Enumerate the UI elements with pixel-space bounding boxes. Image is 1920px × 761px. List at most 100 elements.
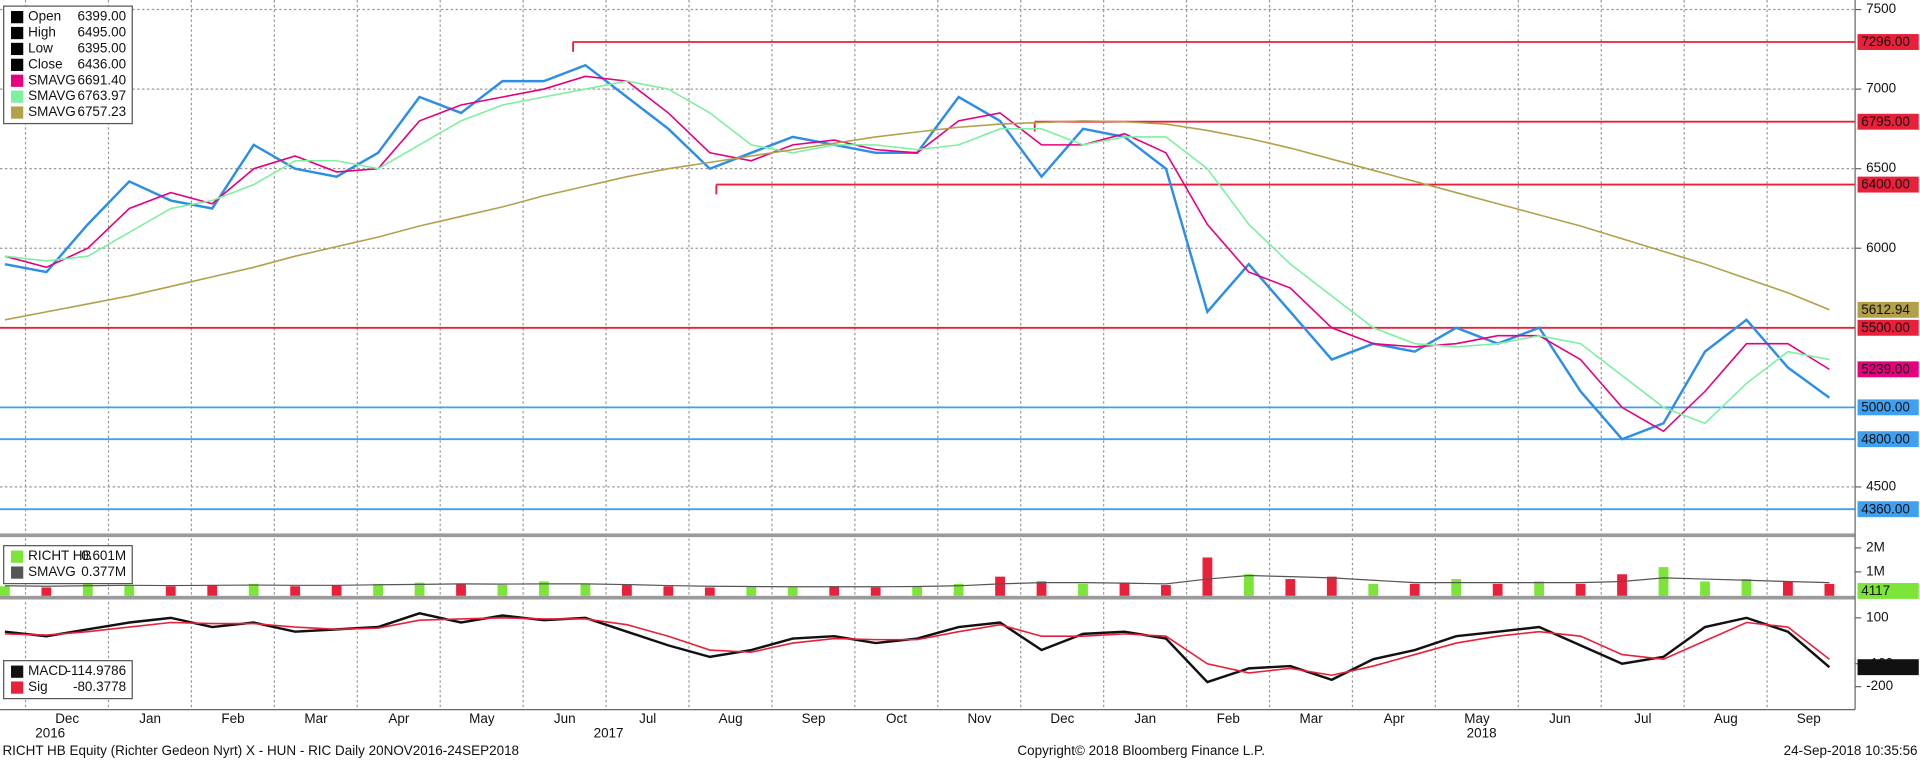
footer-right: 24-Sep-2018 10:35:56 <box>1784 743 1918 758</box>
legend-name: SMAVG <box>28 88 76 103</box>
legend-swatch <box>11 90 24 103</box>
y-tick-label: 6500 <box>1866 160 1896 175</box>
volume-bar <box>207 585 218 596</box>
panel-divider <box>0 533 1856 538</box>
volume-bar <box>995 576 1005 596</box>
x-tick-label: Sep <box>1797 711 1821 726</box>
legend-swatch <box>11 74 24 87</box>
x-tick-label: Jan <box>139 711 161 726</box>
volume-bar <box>1326 576 1337 596</box>
legend-box <box>3 545 133 585</box>
value-box <box>1857 319 1919 336</box>
volume-bar <box>414 582 425 596</box>
volume-bar <box>82 583 93 596</box>
value-box <box>1857 176 1919 193</box>
marks <box>0 41 1856 684</box>
value-box-label: 4360.00 <box>1861 501 1910 516</box>
legend-value: -80.3778 <box>73 679 126 694</box>
legend-value: 0.601M <box>81 548 126 563</box>
volume-bar <box>746 586 757 596</box>
x-tick-label: Jan <box>1134 711 1156 726</box>
volume-bar <box>0 586 10 596</box>
volume-bar <box>248 583 259 596</box>
y-tick-label: -200 <box>1866 678 1893 693</box>
volume-bar <box>1534 581 1545 596</box>
volume-bar <box>621 585 632 596</box>
legend-name: SMAVG <box>28 104 76 119</box>
volume-bar <box>663 586 674 596</box>
value-box-label: -43.9681 <box>1861 659 1914 674</box>
legend-box <box>3 660 133 700</box>
footer-center: Copyright© 2018 Bloomberg Finance L.P. <box>1017 743 1265 758</box>
volume-bar <box>165 586 176 596</box>
year-label: 2017 <box>594 726 624 741</box>
legend-name: SMAVG <box>28 564 76 579</box>
volume-bar <box>953 583 964 596</box>
value-box-label: 5239.00 <box>1861 362 1910 377</box>
volume-bar <box>704 587 715 596</box>
volume-bar <box>1202 557 1213 596</box>
value-box <box>1857 301 1919 318</box>
y-tick-label: 7500 <box>1866 1 1896 16</box>
volume-bar <box>1036 581 1047 596</box>
value-box <box>1857 399 1919 416</box>
value-box <box>1857 113 1919 130</box>
volume-bar <box>539 581 549 596</box>
legend-swatch <box>11 566 24 579</box>
x-tick-label: Oct <box>886 711 907 726</box>
legend-name: Low <box>28 41 53 56</box>
x-tick-label: Jun <box>1549 711 1571 726</box>
volume-bar <box>497 585 508 596</box>
legend-swatch <box>11 11 24 24</box>
volume-bar <box>1575 583 1586 596</box>
value-box-label: 5000.00 <box>1861 400 1910 415</box>
volume-bar <box>1492 583 1503 596</box>
x-tick-label: Aug <box>1714 711 1738 726</box>
x-tick-label: Jul <box>1634 711 1651 726</box>
x-tick-label: Mar <box>304 711 328 726</box>
legend-value: 6395.00 <box>77 41 126 56</box>
series-line <box>4 617 1830 677</box>
x-tick-label: Dec <box>1050 711 1074 726</box>
legend-swatch <box>11 550 24 563</box>
value-box <box>1857 582 1919 599</box>
value-box-label: 5612.94 <box>1861 302 1910 317</box>
volume-bar <box>456 583 466 596</box>
x-tick-label: Jul <box>639 711 656 726</box>
volume-bar <box>787 587 798 596</box>
volume-bar <box>290 586 301 596</box>
value-box-label: 7296.00 <box>1861 34 1910 49</box>
volume-bar <box>1700 581 1710 596</box>
volume-bar <box>1741 579 1752 596</box>
volume-bar <box>331 585 342 596</box>
x-tick-label: May <box>469 711 495 726</box>
x-tick-label: Jun <box>554 711 576 726</box>
legend-value: 6436.00 <box>77 56 126 71</box>
y-tick-label: 100 <box>1866 609 1888 624</box>
volume-bar <box>912 586 923 596</box>
value-box-label: 6400.00 <box>1861 177 1910 192</box>
legend-swatch <box>11 26 24 40</box>
legend-name: Open <box>28 9 61 24</box>
volume-bar <box>124 585 135 596</box>
panel-divider <box>0 595 1856 600</box>
series-line <box>4 80 1830 425</box>
value-box <box>1857 361 1919 378</box>
volume-bar <box>1285 579 1296 596</box>
legend-swatch <box>11 58 24 71</box>
legend-name: Sig <box>28 679 47 694</box>
x-tick-label: Feb <box>1217 711 1240 726</box>
legend-swatch <box>11 106 24 119</box>
y-tick-label: 2M <box>1866 539 1885 554</box>
footer-left: RICHT HB Equity (Richter Gedeon Nyrt) X … <box>2 743 519 758</box>
volume-bar <box>1824 583 1835 596</box>
legend-swatch <box>11 665 24 678</box>
volume-bar <box>580 583 591 596</box>
y-tick-label: 7000 <box>1866 81 1896 96</box>
value-box-label: 4800.00 <box>1861 431 1910 446</box>
x-tick-label: Apr <box>388 711 409 726</box>
value-box-label: 6795.00 <box>1861 114 1910 129</box>
